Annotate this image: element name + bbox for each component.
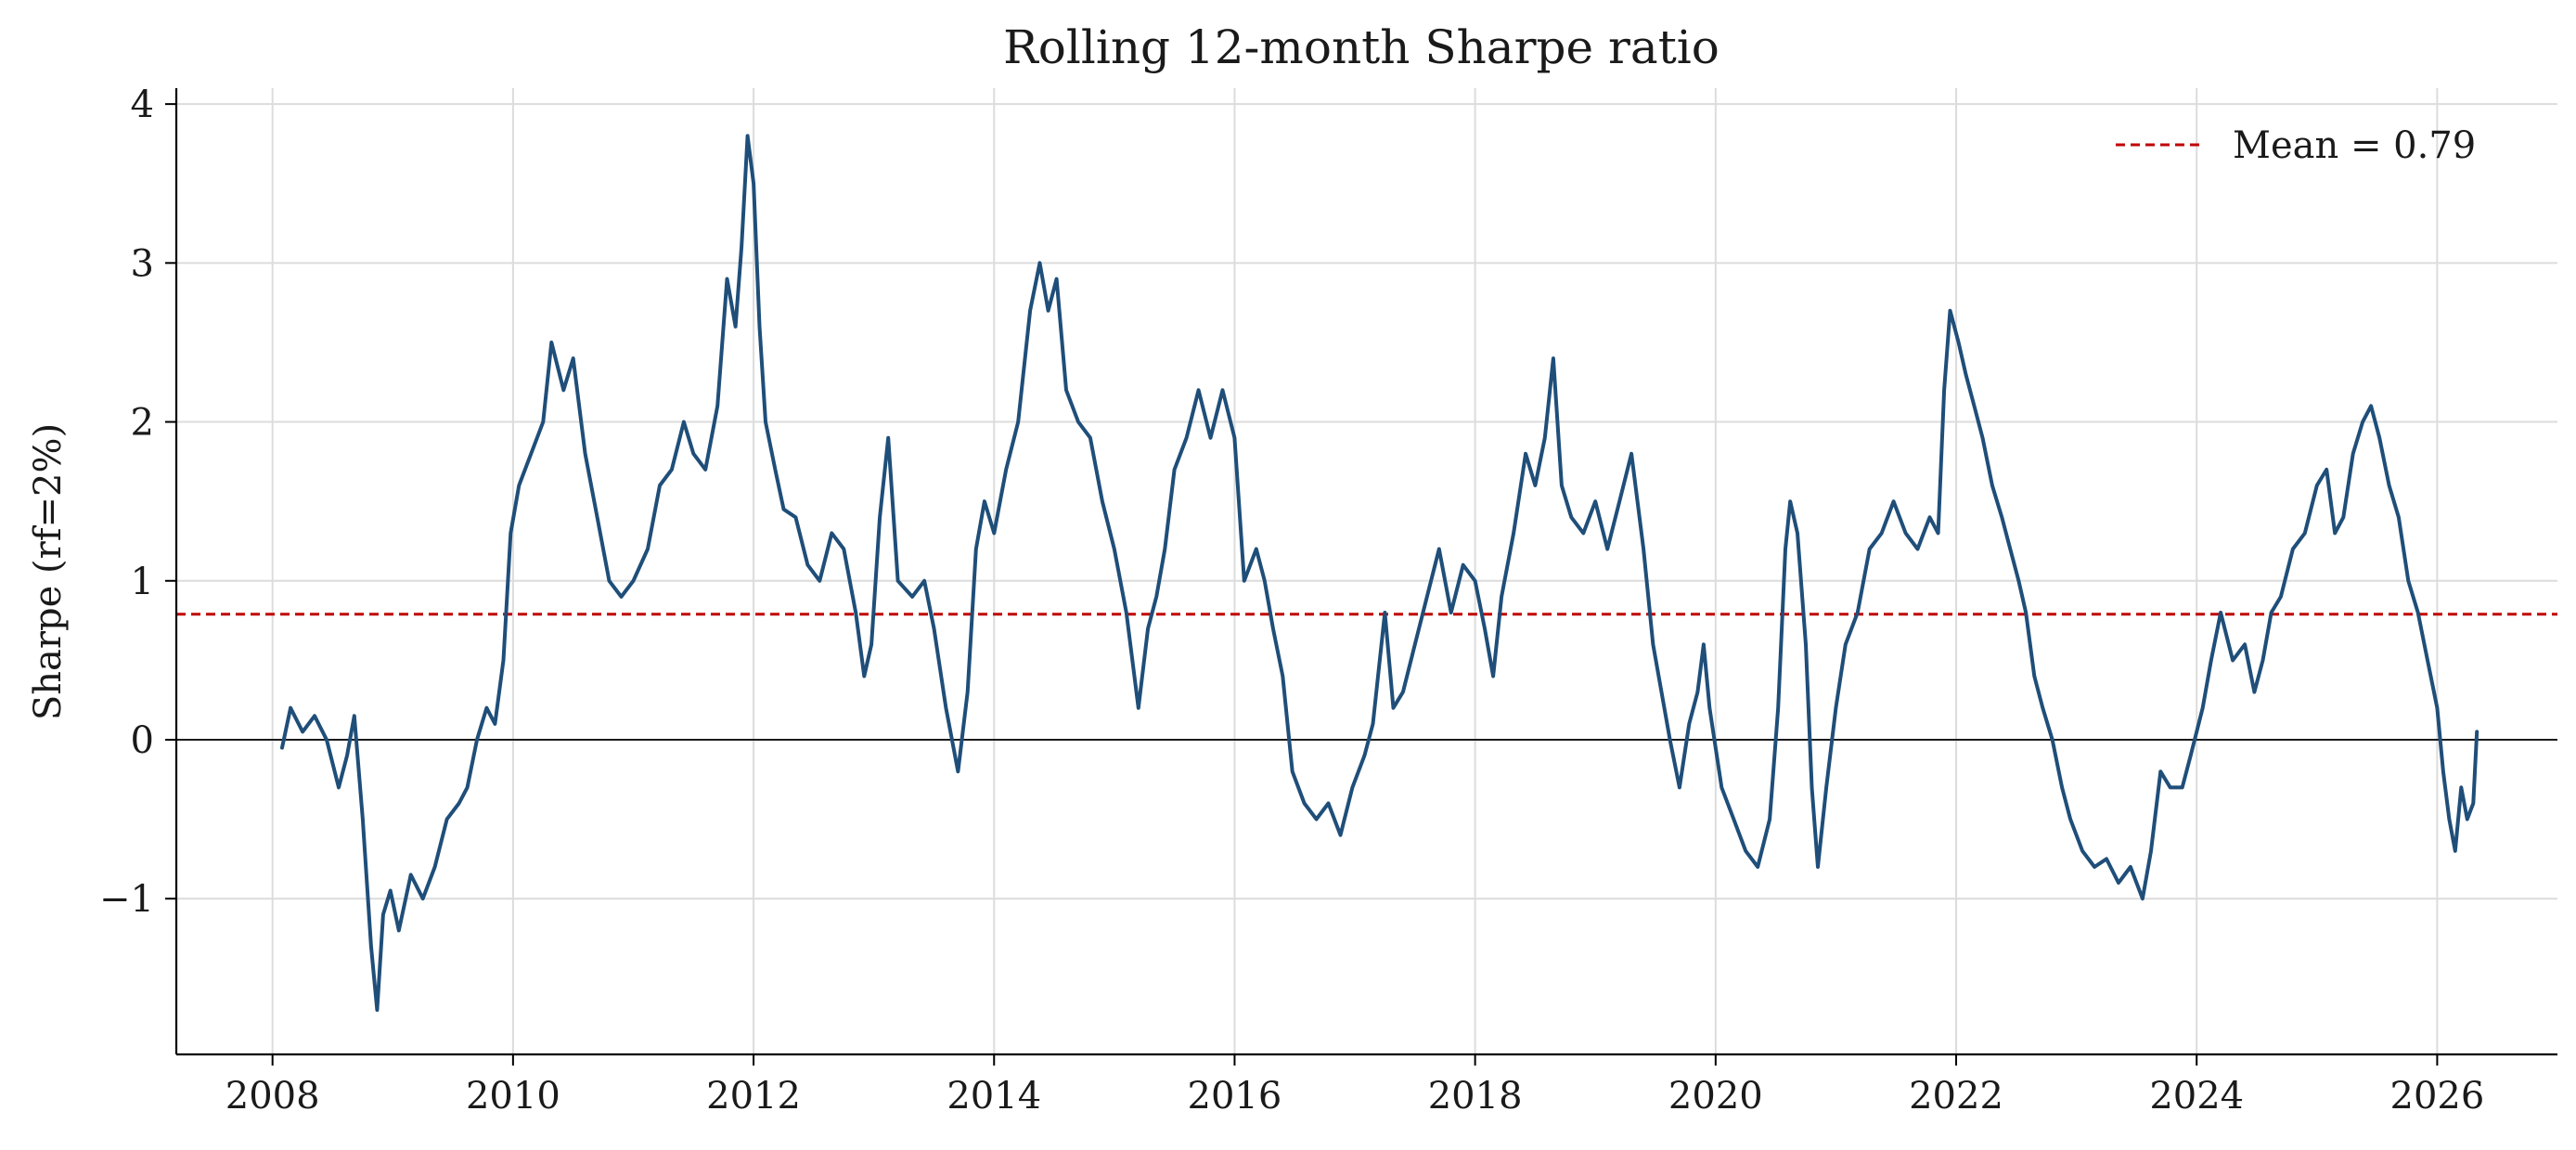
y-ticks: −1 0 1 2 3 4	[99, 84, 176, 921]
y-axis-label: Sharpe (rf=2%)	[27, 423, 70, 720]
x-tick-label: 2010	[466, 1075, 560, 1118]
y-tick-label: 0	[131, 719, 154, 762]
y-tick-label: 3	[131, 242, 154, 285]
y-tick-label: 2	[131, 402, 154, 445]
x-tick-label: 2022	[1909, 1075, 2003, 1118]
y-tick-label: 1	[131, 561, 154, 603]
y-tick-label: 4	[131, 84, 154, 126]
x-tick-label: 2018	[1428, 1075, 1523, 1118]
series-layer	[280, 134, 2479, 1013]
y-tick-label: −1	[99, 878, 154, 921]
x-tick-label: 2008	[225, 1075, 320, 1118]
legend: Mean = 0.79	[2116, 124, 2476, 167]
x-ticks: 2008 2010 2012 2014 2016 2018 2020 2022 2024 2026	[225, 1054, 2485, 1118]
x-tick-label: 2024	[2149, 1075, 2244, 1118]
x-tick-label: 2026	[2390, 1075, 2485, 1118]
x-tick-label: 2016	[1188, 1075, 1282, 1118]
axes	[174, 88, 2557, 1056]
x-tick-label: 2014	[947, 1075, 1041, 1118]
legend-mean-label: Mean = 0.79	[2233, 124, 2476, 167]
sharpe-series-line	[280, 134, 2479, 1013]
chart-title: Rolling 12-month Sharpe ratio	[1003, 20, 1719, 74]
x-tick-label: 2012	[706, 1075, 801, 1118]
x-tick-label: 2020	[1668, 1075, 1763, 1118]
